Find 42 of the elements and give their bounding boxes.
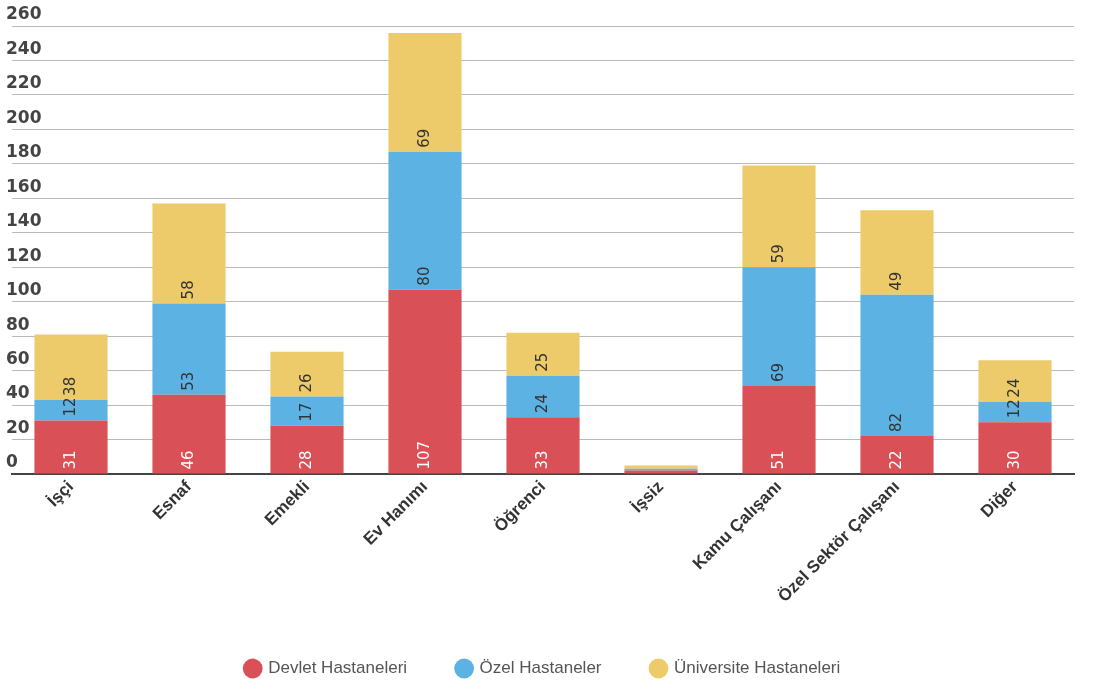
y-tick-label: 40 [6, 382, 30, 403]
data-label: 82 [886, 413, 905, 433]
data-label: 12 [1004, 399, 1023, 419]
legend-label: Özel Hastaneler [479, 658, 602, 678]
data-label: 33 [532, 450, 551, 470]
data-label: 22 [886, 450, 905, 470]
legend-label: Üniversite Hastaneleri [674, 658, 841, 678]
data-label: 31 [60, 450, 79, 470]
data-label: 69 [768, 363, 787, 383]
y-tick-label: 180 [6, 141, 42, 162]
data-label: 59 [768, 244, 787, 264]
y-tick-label: 160 [6, 175, 42, 196]
data-label: 49 [886, 271, 905, 291]
y-tick-label: 260 [6, 3, 42, 24]
x-tick-label: İşçi [43, 476, 78, 511]
y-tick-label: 100 [6, 279, 42, 300]
data-label: 51 [768, 450, 787, 470]
data-label: 80 [414, 266, 433, 286]
data-label: 12 [60, 397, 79, 417]
data-label: 24 [1004, 378, 1023, 398]
data-label: 17 [296, 402, 315, 422]
y-tick-label: 80 [6, 313, 30, 334]
y-tick-label: 220 [6, 72, 42, 93]
data-label: 46 [178, 450, 197, 470]
data-label: 30 [1004, 450, 1023, 470]
data-label: 25 [532, 352, 551, 372]
y-tick-label: 0 [6, 451, 18, 472]
y-tick-label: 20 [6, 416, 30, 437]
data-label: 24 [532, 394, 551, 414]
data-label: 38 [60, 376, 79, 396]
y-tick-label: 200 [6, 106, 42, 127]
y-tick-label: 140 [6, 210, 42, 231]
data-label: 26 [296, 373, 315, 393]
data-label: 107 [414, 440, 433, 470]
data-label: 28 [296, 450, 315, 470]
y-tick-label: 240 [6, 37, 42, 58]
legend-label: Devlet Hastaneleri [268, 658, 408, 678]
data-label: 53 [178, 371, 197, 391]
y-tick-label: 60 [6, 348, 30, 369]
data-label: 58 [178, 280, 197, 300]
y-tick-label: 120 [6, 244, 42, 265]
data-label: 69 [414, 128, 433, 148]
